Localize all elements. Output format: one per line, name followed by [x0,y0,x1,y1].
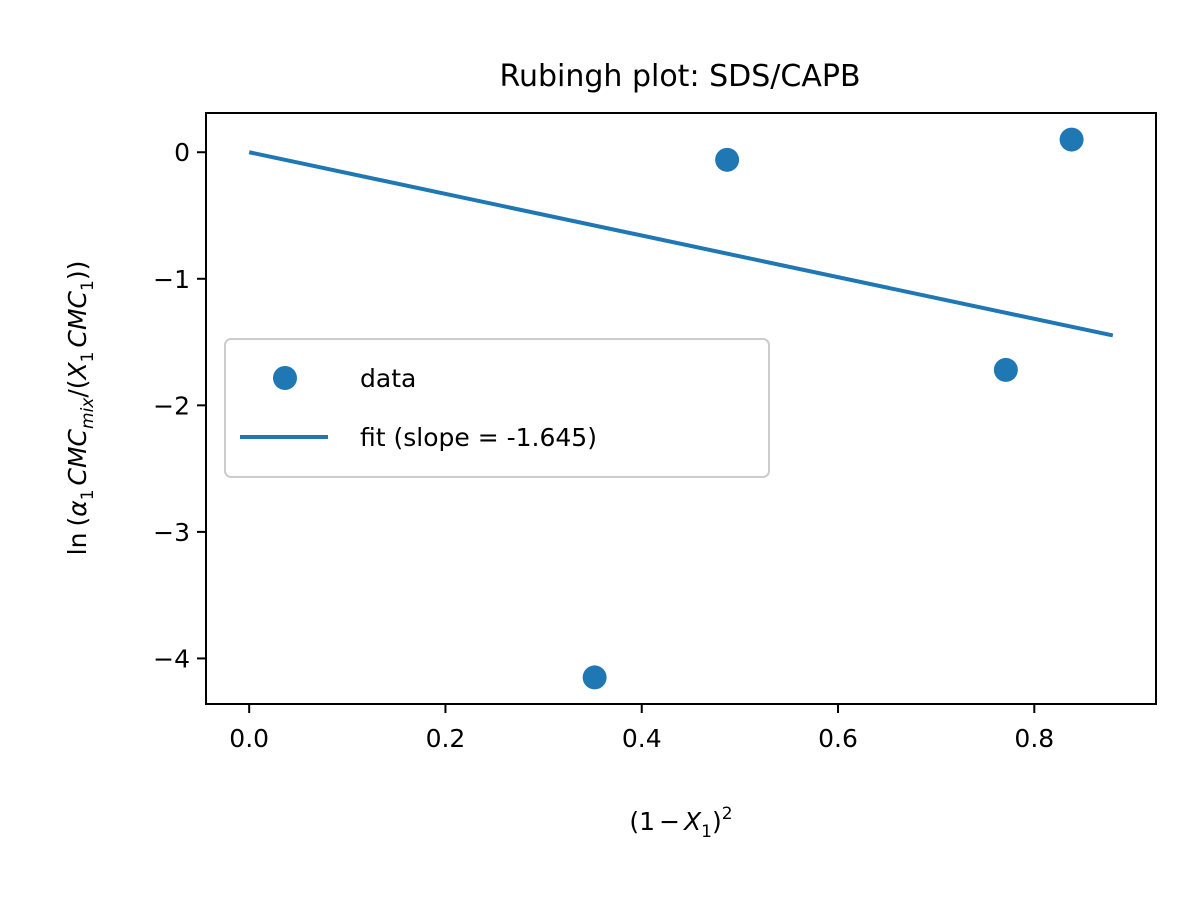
x-tick-label: 0.8 [1014,724,1054,753]
y-axis-ticks: 0 −1 −2 −3 −4 [153,138,206,673]
x-tick-label: 0.2 [426,724,466,753]
x-axis-ticks: 0.0 0.2 0.4 0.6 0.8 [229,704,1054,753]
x-tick-label: 0.4 [622,724,662,753]
legend-frame [224,338,770,478]
y-tick-label: −3 [153,518,190,547]
data-point [1059,127,1084,152]
data-point [993,357,1018,382]
x-tick-label: 0.6 [818,724,858,753]
fit-line-layer [248,150,1114,338]
data-point [715,147,740,172]
chart-title: Rubingh plot: SDS/CAPB [499,59,860,94]
y-tick-label: −1 [153,265,190,294]
y-tick-label: −4 [153,644,190,673]
x-tick-label: 0.0 [229,724,269,753]
legend: data fit (slope = -1.645) [224,338,770,478]
data-points-layer [582,127,1084,690]
legend-label-data: data [360,364,416,393]
y-tick-label: 0 [174,138,190,167]
legend-scatter-marker [273,366,297,390]
y-tick-label: −2 [153,391,190,420]
data-point [582,665,607,690]
legend-label-fit: fit (slope = -1.645) [360,423,597,452]
fit-line [248,150,1114,338]
plot-frame [205,112,1157,705]
